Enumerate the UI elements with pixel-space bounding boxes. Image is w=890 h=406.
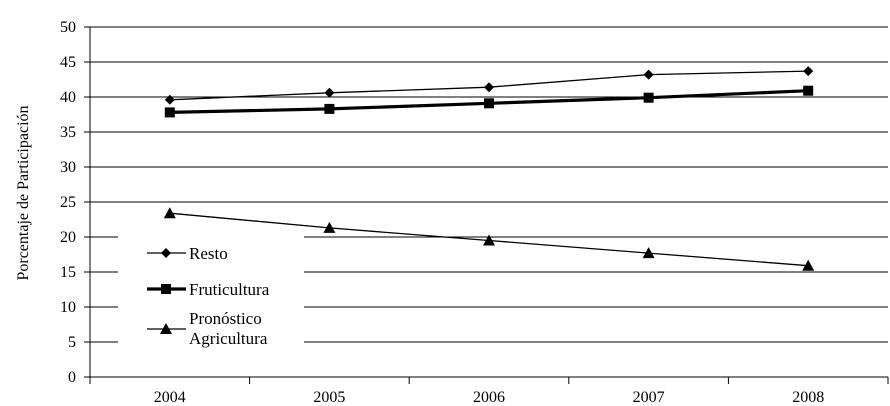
y-tick-label: 20 <box>60 229 76 246</box>
legend-item: Fruticultura <box>147 280 270 299</box>
series-diamond <box>164 66 814 105</box>
x-axis-ticks: 2004 2005 2006 2007 2008 <box>89 377 889 406</box>
y-tick-label: 35 <box>60 124 76 141</box>
data-point <box>484 82 494 93</box>
legend-marker <box>160 323 172 334</box>
x-tick-label: 2005 <box>313 389 345 406</box>
y-tick-label: 45 <box>60 54 76 71</box>
y-tick-label: 25 <box>60 194 76 211</box>
axes <box>89 27 888 383</box>
data-point <box>324 87 335 98</box>
x-tick-label: 2007 <box>633 389 665 406</box>
y-tick-label: 5 <box>68 334 76 351</box>
y-axis-ticks: 0 5 10 15 20 25 30 35 40 45 50 <box>60 19 90 386</box>
x-tick-label: 2004 <box>154 389 186 406</box>
y-tick-label: 50 <box>60 19 76 36</box>
data-point <box>483 234 495 246</box>
legend-marker <box>161 284 171 294</box>
y-tick-label: 10 <box>60 299 76 316</box>
y-tick-label: 30 <box>60 159 76 176</box>
data-point <box>643 92 654 103</box>
x-tick-label: 2006 <box>473 389 505 406</box>
legend-item: Resto <box>147 244 228 263</box>
data-point <box>803 66 814 77</box>
series-square <box>164 85 814 118</box>
y-tick-label: 0 <box>68 369 76 386</box>
data-point <box>803 85 814 96</box>
y-axis-label: Porcentaje de Participación <box>15 105 32 280</box>
data-point <box>163 207 176 219</box>
data-point <box>484 98 494 109</box>
series-group <box>163 66 815 271</box>
data-point <box>164 94 175 105</box>
data-point <box>324 103 335 114</box>
y-tick-label: 40 <box>60 89 76 106</box>
legend-label: Agricultura <box>189 329 268 348</box>
series-triangle <box>163 207 815 271</box>
x-tick-label: 2008 <box>792 389 824 406</box>
data-point <box>164 107 175 118</box>
data-point <box>323 221 336 233</box>
legend-label: Resto <box>189 244 228 263</box>
data-point <box>643 69 654 80</box>
y-tick-label: 15 <box>60 264 76 281</box>
data-point <box>642 247 655 259</box>
legend-label: Fruticultura <box>189 280 270 299</box>
legend-label: Pronóstico <box>189 309 262 328</box>
legend-marker <box>161 248 171 258</box>
data-point <box>802 259 815 271</box>
